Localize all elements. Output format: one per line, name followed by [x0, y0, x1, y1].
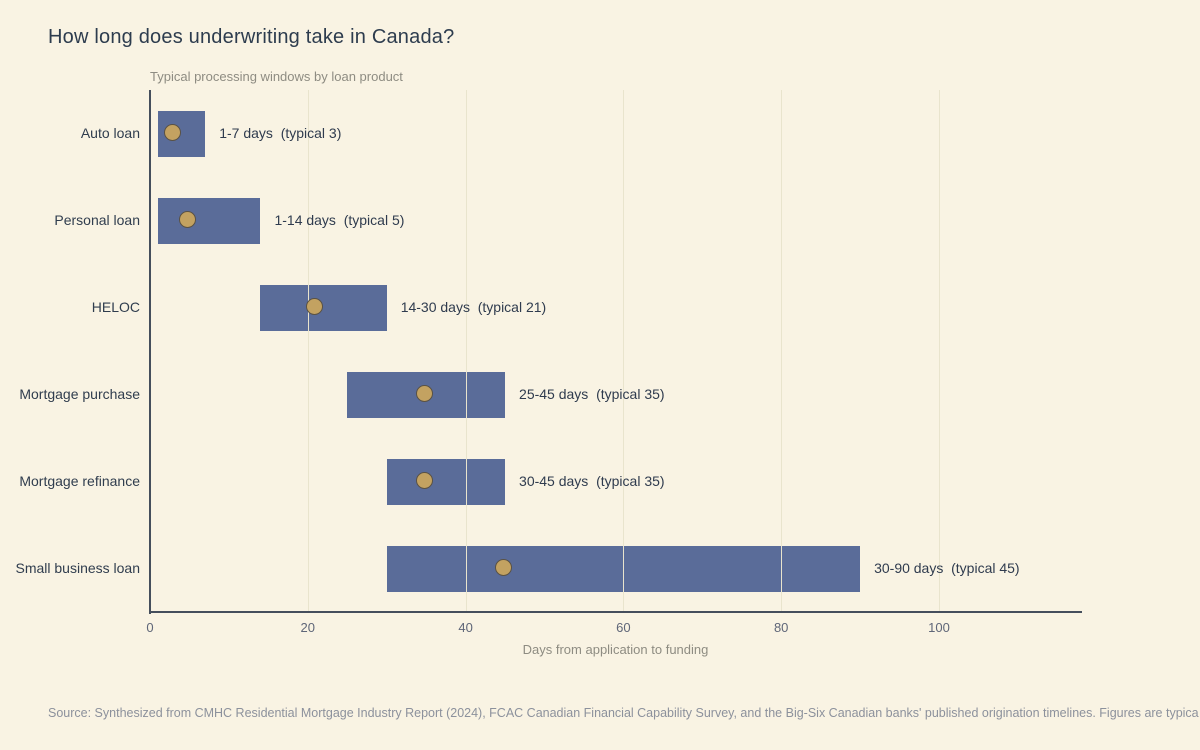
source-note: Source: Synthesized from CMHC Residentia…: [48, 706, 1199, 720]
gridline-40: [465, 90, 467, 612]
page-title: How long does underwriting take in Canad…: [48, 26, 455, 48]
x-tick-label: 0: [146, 620, 154, 635]
range-label: 25-45 days (typical 35): [519, 385, 665, 402]
category-label: HELOC: [91, 298, 140, 315]
category-label: Auto loan: [80, 124, 140, 141]
typical-marker: [179, 210, 197, 228]
range-label: 30-90 days (typical 45): [874, 559, 1020, 576]
x-tick-label: 80: [773, 620, 789, 635]
category-label: Mortgage refinance: [19, 472, 140, 489]
plot-area: 1-7 days (typical 3) 1-14 days (typical 5…: [150, 90, 1081, 612]
range-label: 14-30 days (typical 21): [400, 298, 547, 315]
typical-marker: [305, 297, 323, 315]
range-label: 30-45 days (typical 35): [519, 472, 665, 489]
chart-subtitle: Typical processing windows by loan produ…: [150, 69, 403, 84]
x-tick-label: 60: [616, 620, 631, 635]
gridline-20: [307, 90, 309, 612]
range-bar: [386, 458, 506, 505]
range-label: 1-14 days (typical 5): [274, 211, 405, 228]
range-bar: [260, 284, 387, 331]
typical-marker: [495, 558, 513, 576]
x-axis-title: Days from application to funding: [522, 642, 709, 657]
typical-marker: [163, 123, 181, 141]
range-label: 1-7 days (typical 3): [219, 124, 342, 141]
x-tick-label: 40: [458, 620, 473, 635]
category-label: Mortgage purchase: [19, 385, 140, 402]
x-axis-line: [149, 611, 1082, 613]
gridline-60: [623, 90, 625, 612]
category-label: Small business loan: [15, 559, 140, 576]
x-tick-label: 100: [928, 620, 950, 635]
category-label: Personal loan: [54, 211, 140, 228]
typical-marker: [416, 471, 434, 489]
x-tick-label: 20: [300, 620, 316, 635]
typical-marker: [416, 384, 434, 402]
gridline-80: [781, 90, 783, 612]
range-bar: [157, 197, 261, 244]
gridline-100: [938, 90, 940, 612]
y-axis-line: [149, 90, 151, 614]
